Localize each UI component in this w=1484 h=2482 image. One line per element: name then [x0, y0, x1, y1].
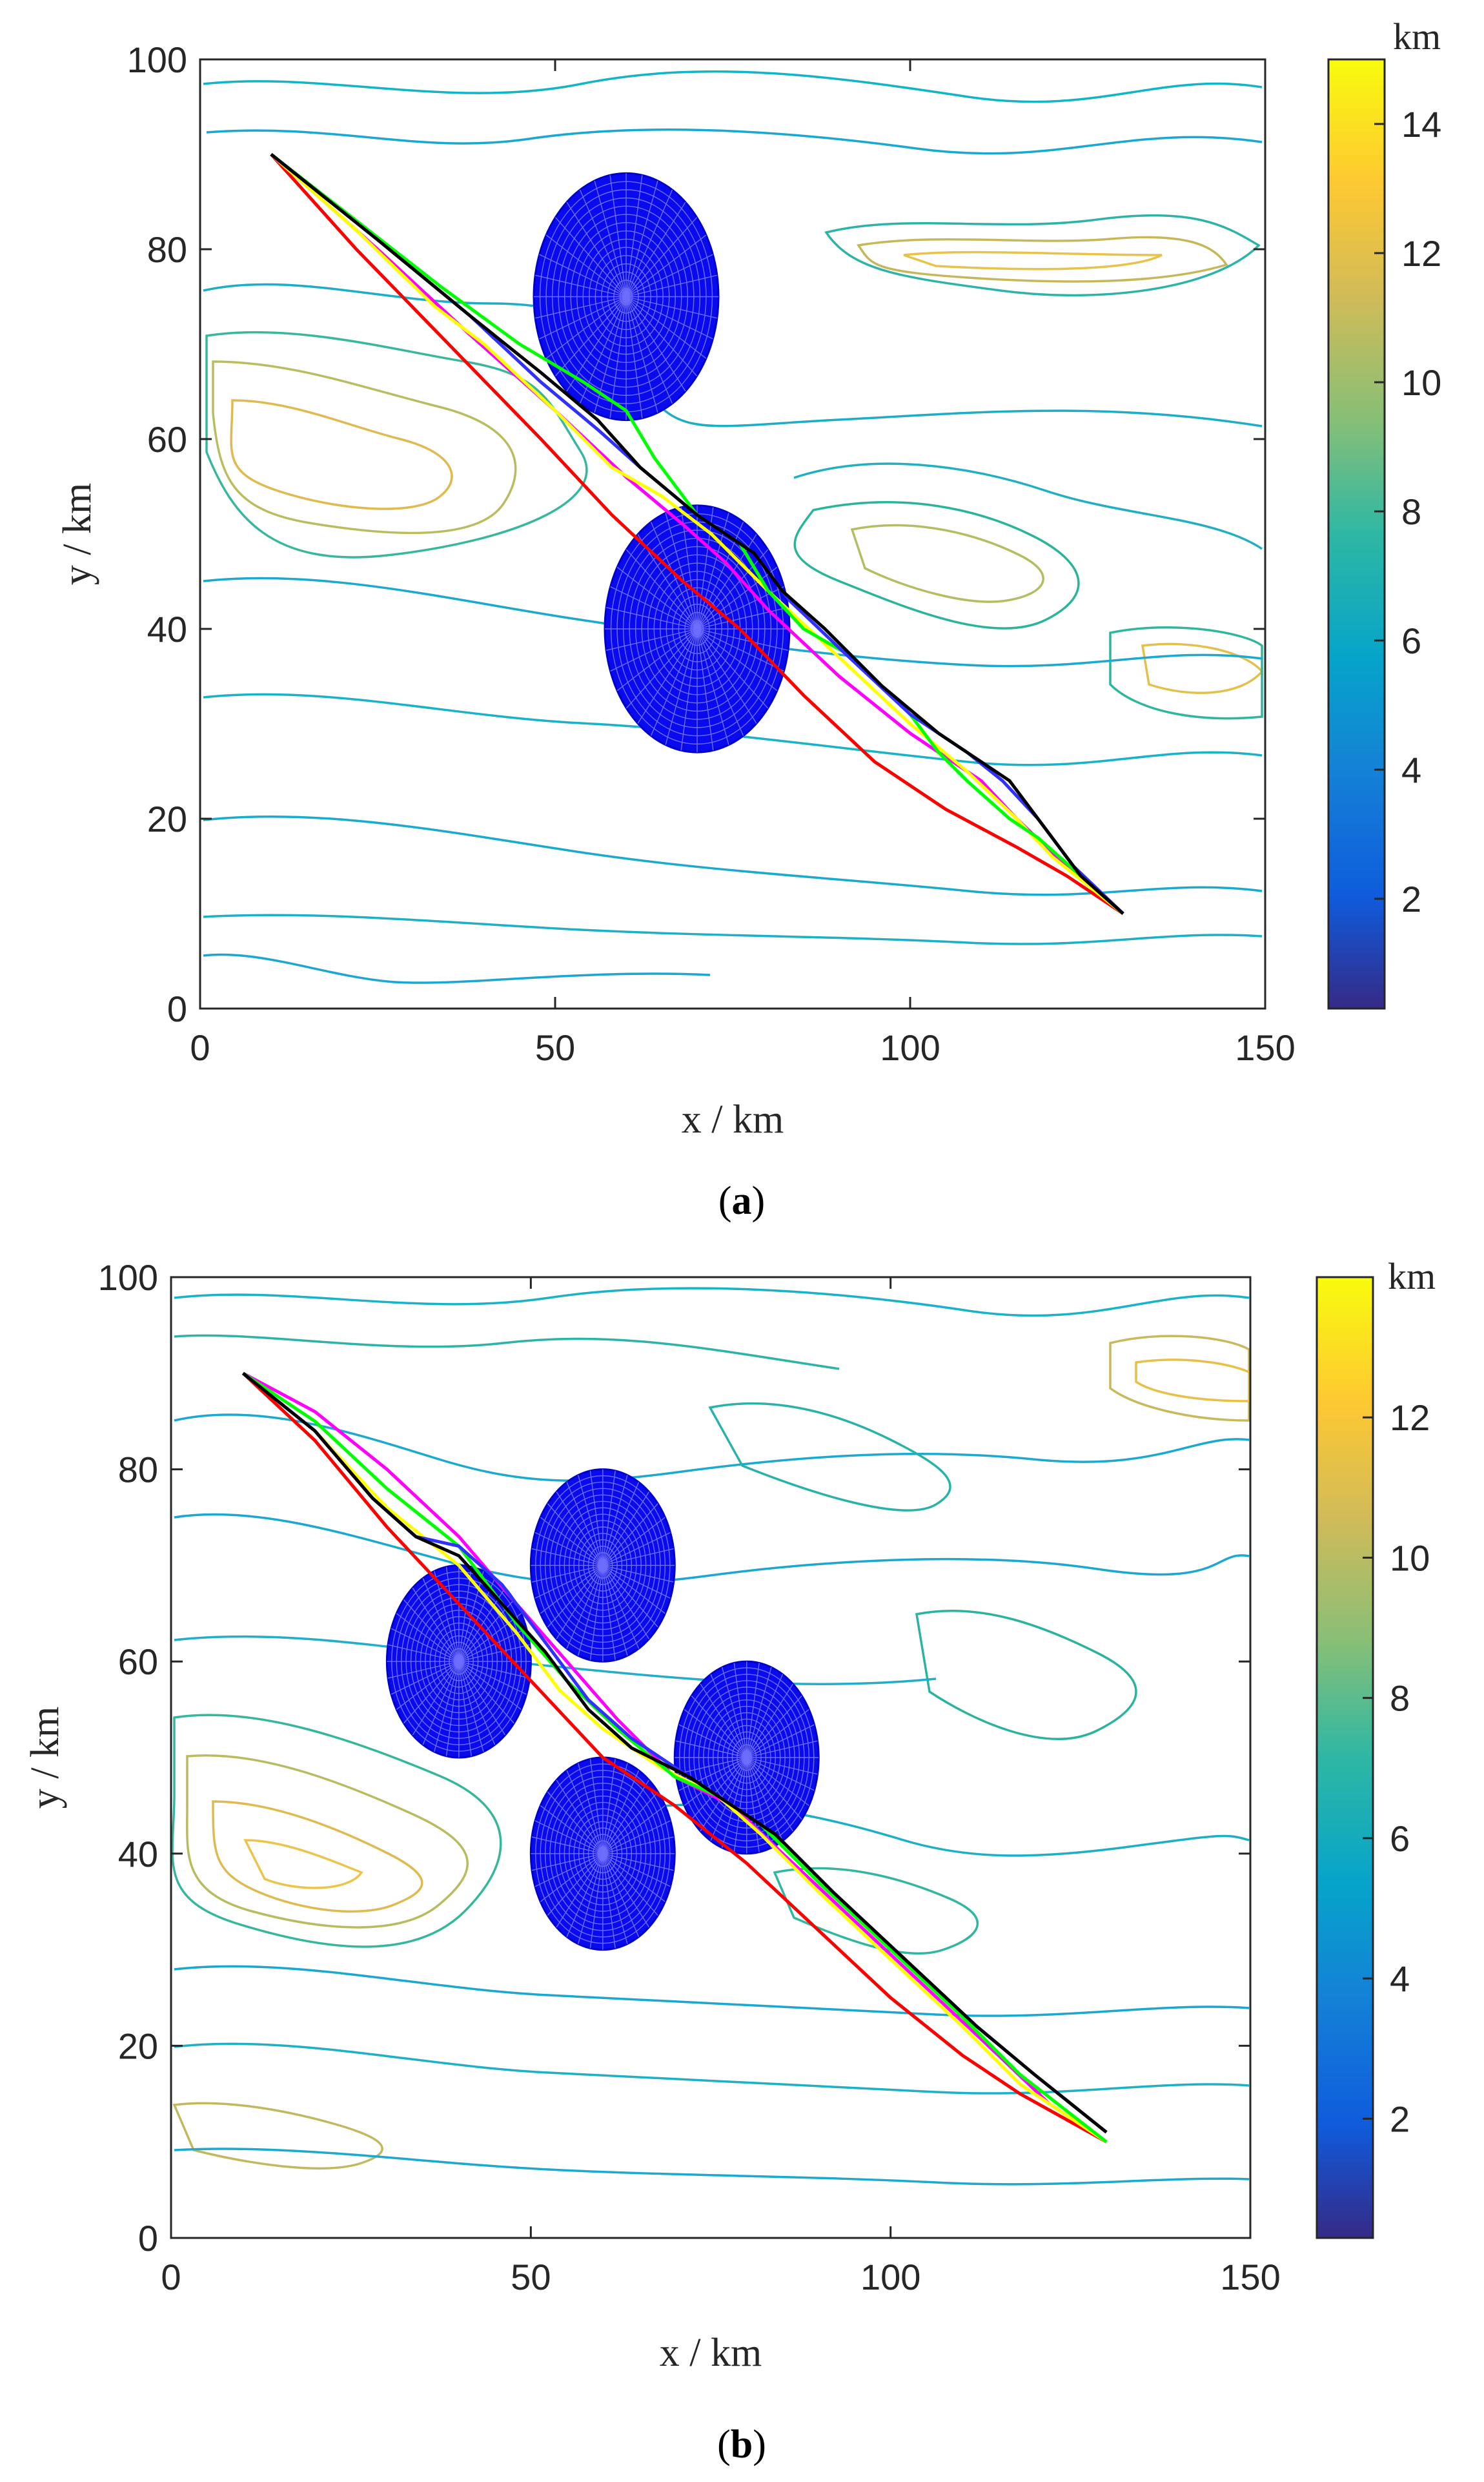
panel-b-x-ticks: 0 50 100 150 [161, 1277, 1281, 2297]
panel-b-y-ticks: 0 20 40 60 80 100 [98, 1257, 1250, 2259]
panel-a-colorbar [1327, 58, 1386, 1010]
panel-a-y-tick-label: 80 [147, 229, 187, 270]
panel-b-paths [241, 1371, 1108, 2144]
panel-b-obstacle-2 [529, 1468, 676, 1663]
panel-a-y-tick-label: 20 [147, 799, 187, 839]
panel-b-x-tick-label: 100 [860, 2257, 920, 2297]
panel-a-x-tick-label: 100 [880, 1027, 940, 1068]
panel-a-y-axis-label: y / km [56, 483, 99, 585]
panel-b-y-axis-label: y / km [23, 1707, 67, 1809]
panel-a-obstacle-1 [533, 172, 720, 422]
panel-a-colorbar-tick-label: 10 [1401, 362, 1441, 403]
panel-a-path-1 [270, 153, 1124, 916]
panel-b-colorbar [1316, 1276, 1374, 2239]
panel-a-y-tick-label: 60 [147, 419, 187, 460]
panel-a-colorbar-tick-label: 12 [1401, 233, 1441, 274]
panel-a-y-tick-label: 40 [147, 609, 187, 650]
panel-b-path-4 [242, 1371, 1108, 2144]
panel-a-colorbar-tick-label: 8 [1401, 491, 1421, 532]
panel-a-path-6 [270, 153, 1124, 915]
panel-b-y-tick-label: 20 [118, 2026, 158, 2066]
panel-b-colorbar-tick-label: 8 [1390, 1678, 1410, 1719]
panel-a-obstacles [533, 172, 791, 754]
panel-b-colorbar-tick-label: 10 [1390, 1537, 1430, 1578]
panel-a-plot-frame [199, 58, 1266, 1010]
panel-a-colorbar-tick-label: 6 [1401, 620, 1421, 661]
panel-b-obstacle-3 [673, 1660, 820, 1855]
panel-a-y-ticks: 0 20 40 60 80 100 [127, 39, 1265, 1029]
panel-a-path-4 [270, 153, 1124, 915]
panel-b-plot-frame [170, 1276, 1252, 2239]
panel-b-colorbar-tick-label: 2 [1390, 2098, 1410, 2139]
panel-b-colorbar-ticks: 2 4 6 8 10 12 [1363, 1397, 1430, 2139]
panel-b-y-tick-label: 40 [118, 1834, 158, 1874]
panel-b-y-tick-label: 60 [118, 1641, 158, 1682]
panel-b-x-tick-label: 0 [161, 2257, 181, 2297]
panel-b-x-tick-label: 50 [511, 2257, 551, 2297]
panel-b-terrain-contours [171, 1287, 1250, 2186]
panel-a-colorbar-ticks: 2 4 6 8 10 12 14 [1374, 104, 1441, 919]
panel-b-y-tick-label: 80 [118, 1450, 158, 1490]
panel-b-colorbar-unit: km [1388, 1255, 1436, 1297]
panel-b-x-axis-label: x / km [660, 2331, 762, 2375]
panel-b-path-1 [241, 1371, 1108, 2144]
panel-b-colorbar-tick-label: 6 [1390, 1818, 1410, 1859]
panel-a-colorbar-unit: km [1393, 15, 1441, 57]
panel-a-x-ticks: 0 50 100 150 [190, 59, 1296, 1068]
panel-a-x-tick-label: 50 [535, 1027, 575, 1068]
panel-a-caption: (a) [718, 1179, 765, 1223]
panel-a-y-tick-label: 100 [127, 39, 187, 80]
panel-b-caption: (b) [717, 2423, 766, 2467]
panel-b-path-6 [241, 1371, 1108, 2134]
panel-a-colorbar-tick-label: 4 [1401, 750, 1421, 790]
panel-a-obstacle-2 [604, 504, 791, 754]
panel-b-x-tick-label: 150 [1220, 2257, 1280, 2297]
panel-b-obstacle-4 [529, 1756, 676, 1951]
panel-a-paths [270, 153, 1124, 916]
panel-b-colorbar-tick-label: 12 [1390, 1397, 1430, 1438]
panel-b-colorbar-tick-label: 4 [1390, 1958, 1410, 1999]
panel-a-x-tick-label: 0 [190, 1027, 210, 1068]
panel-a-path-3 [270, 153, 1124, 915]
panel-a-colorbar-tick-label: 14 [1401, 104, 1441, 145]
panel-a-y-tick-label: 0 [167, 989, 187, 1029]
panel-a-x-tick-label: 150 [1235, 1027, 1295, 1068]
panel-b-path-3 [241, 1371, 1108, 2144]
panel-a-colorbar-tick-label: 2 [1401, 879, 1421, 919]
panel-b-y-tick-label: 100 [98, 1257, 158, 1298]
panel-a-x-axis-label: x / km [682, 1098, 784, 1142]
panel-b-y-tick-label: 0 [138, 2218, 158, 2259]
